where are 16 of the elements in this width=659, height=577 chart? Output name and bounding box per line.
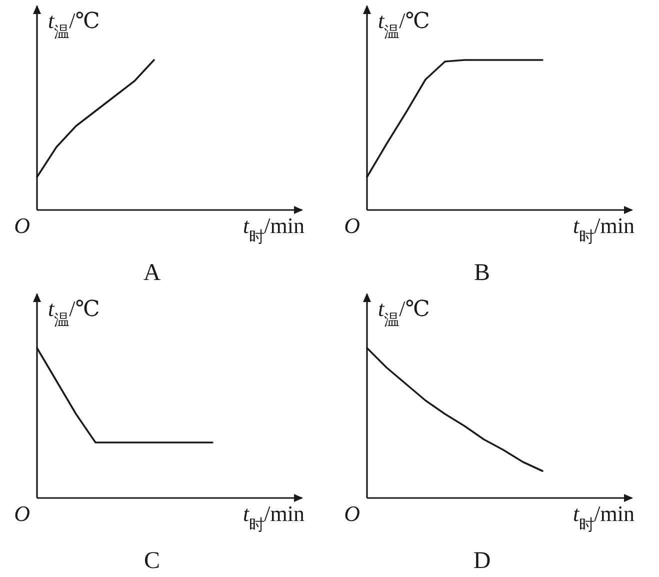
text: O [344,213,360,238]
x-axis-title: t$_{时}$/min [573,213,634,246]
y-axis-title: t$_{温}$/℃ [48,296,100,328]
x-axis-title: t$_{时}$/min [243,501,304,534]
y-axis-title: t$_{温}$/℃ [378,8,430,40]
text: O [14,213,30,238]
text: O [14,501,30,526]
y-axis-title: t$_{温}$/℃ [48,8,100,40]
text: A [143,260,162,286]
y-axis-title: t$_{温}$/℃ [378,296,430,328]
text: O [344,501,360,526]
text: B [474,260,490,286]
x-axis-title: t$_{时}$/min [573,501,634,534]
text: C [144,548,160,574]
text: D [473,548,491,574]
x-axis-title: t$_{时}$/min [243,213,304,246]
